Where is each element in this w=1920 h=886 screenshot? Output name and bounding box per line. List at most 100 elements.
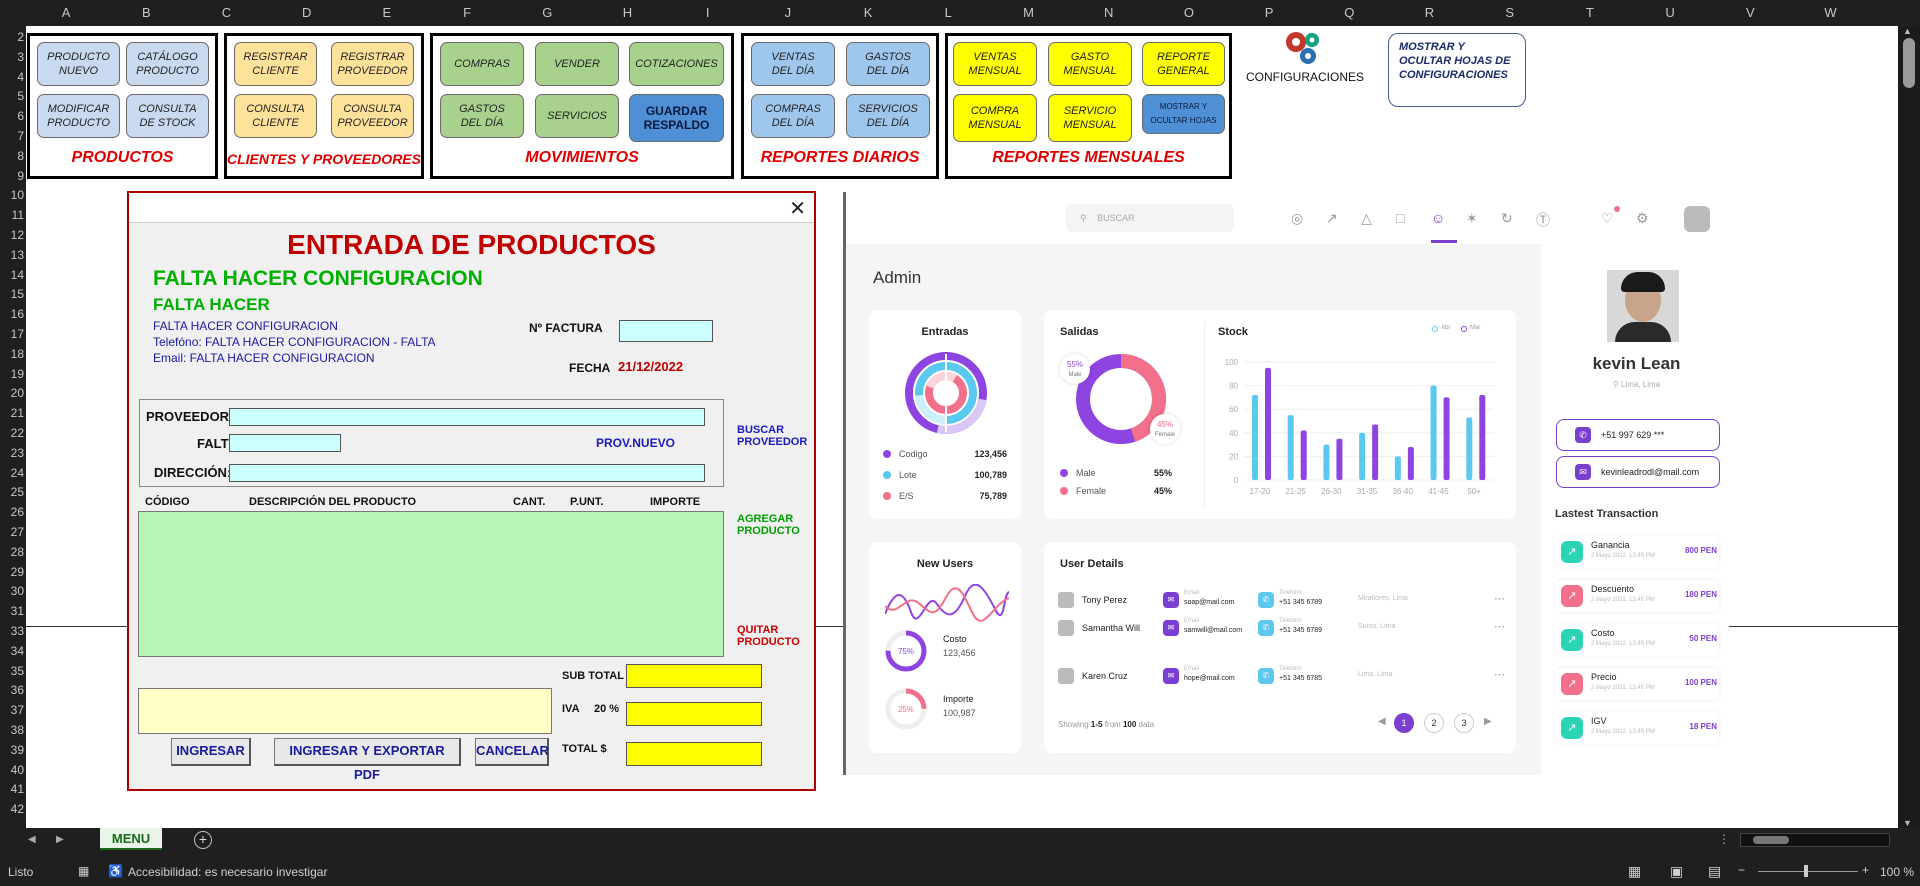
row-header[interactable]: 30 bbox=[10, 584, 24, 599]
more-icon[interactable]: ⋯ bbox=[1494, 593, 1505, 605]
user-row[interactable]: Samantha Will ✉ Email samwill@mail.com ✆… bbox=[1058, 618, 1508, 642]
row-header[interactable]: 7 bbox=[17, 129, 24, 143]
row-header[interactable]: 19 bbox=[10, 366, 24, 381]
add-sheet-icon[interactable]: + bbox=[194, 831, 212, 849]
row-header[interactable]: 35 bbox=[10, 663, 24, 678]
scroll-thumb[interactable] bbox=[1903, 38, 1915, 88]
zoom-in-icon[interactable]: + bbox=[1862, 863, 1870, 877]
vertical-scrollbar[interactable]: ▲ ▼ bbox=[1898, 26, 1920, 828]
zoom-slider-thumb[interactable] bbox=[1804, 865, 1808, 877]
cotizaciones-button[interactable]: COTIZACIONES bbox=[629, 42, 724, 86]
page-break-icon[interactable]: ▤ bbox=[1708, 863, 1722, 879]
row-header[interactable]: 41 bbox=[10, 782, 24, 797]
row-header[interactable]: 38 bbox=[10, 723, 24, 737]
iva-field[interactable] bbox=[626, 702, 762, 726]
settings-icon[interactable]: ⚙ bbox=[1636, 210, 1649, 226]
row-header[interactable]: 42 bbox=[10, 802, 24, 817]
row-header[interactable]: 34 bbox=[10, 643, 24, 658]
zoom-level[interactable]: 100 % bbox=[1880, 865, 1915, 879]
row-header[interactable]: 28 bbox=[10, 544, 24, 559]
column-header[interactable]: J bbox=[784, 5, 792, 20]
producto-nuevo-button[interactable]: PRODUCTO NUEVO bbox=[37, 42, 120, 86]
close-icon[interactable]: ✕ bbox=[789, 198, 806, 220]
column-header[interactable]: K bbox=[863, 5, 873, 20]
row-header[interactable]: 39 bbox=[10, 742, 24, 757]
macro-icon[interactable]: ▦ bbox=[78, 864, 90, 878]
ingresar-button[interactable]: INGRESAR bbox=[171, 738, 251, 766]
buscar-proveedor-button[interactable]: BUSCAR PROVEEDOR bbox=[737, 424, 808, 448]
column-header[interactable]: H bbox=[622, 5, 633, 20]
row-header[interactable]: 18 bbox=[10, 346, 24, 361]
row-header[interactable]: 15 bbox=[10, 287, 24, 302]
row-header[interactable]: 23 bbox=[10, 445, 24, 460]
cancelar-button[interactable]: CANCELAR bbox=[475, 738, 549, 766]
normal-view-icon[interactable]: ▦ bbox=[1628, 863, 1642, 879]
row-header[interactable]: 13 bbox=[10, 247, 24, 262]
gastos-del-dia-report-button[interactable]: GASTOS DEL DÍA bbox=[846, 42, 930, 86]
user-row[interactable]: Tony Perez ✉ Email soap@mail.com ✆ Telef… bbox=[1058, 590, 1508, 614]
subtotal-field[interactable] bbox=[626, 664, 762, 688]
quitar-producto-button[interactable]: QUITAR PRODUCTO bbox=[737, 624, 800, 648]
dollar-icon[interactable]: Ⓣ bbox=[1536, 212, 1550, 228]
transaction-item[interactable]: ↗ Costo 2 Mayo 2022, 13:45 PM 50 PEN bbox=[1555, 624, 1719, 656]
row-header[interactable]: 24 bbox=[10, 465, 24, 480]
bell-icon[interactable]: ♡ bbox=[1601, 210, 1614, 226]
consulta-stock-button[interactable]: CONSULTA DE STOCK bbox=[126, 94, 209, 138]
row-header[interactable]: 37 bbox=[10, 703, 24, 718]
horizontal-scrollbar[interactable] bbox=[1740, 833, 1890, 847]
row-header[interactable]: 5 bbox=[17, 89, 24, 104]
transaction-item[interactable]: ↗ Descuento 2 Mayo 2022, 13:45 PM 180 PEN bbox=[1555, 580, 1719, 612]
prev-sheet-icon[interactable]: ◀ bbox=[28, 834, 36, 845]
row-header[interactable]: 4 bbox=[17, 69, 24, 84]
more-options-icon[interactable]: ⋮ bbox=[1718, 832, 1730, 846]
mostrar-ocultar-config-button[interactable]: MOSTRAR Y OCULTAR HOJAS DE CONFIGURACION… bbox=[1388, 33, 1526, 107]
vender-button[interactable]: VENDER bbox=[535, 42, 619, 86]
servicio-mensual-button[interactable]: SERVICIO MENSUAL bbox=[1048, 94, 1132, 142]
ventas-mensual-button[interactable]: VENTAS MENSUAL bbox=[953, 42, 1037, 86]
gasto-mensual-button[interactable]: GASTO MENSUAL bbox=[1048, 42, 1132, 86]
factura-input[interactable] bbox=[619, 320, 713, 342]
registrar-cliente-button[interactable]: REGISTRAR CLIENTE bbox=[234, 42, 317, 86]
column-header[interactable]: U bbox=[1665, 5, 1675, 20]
accessibility-icon[interactable]: ♿ bbox=[108, 864, 123, 878]
row-header[interactable]: 21 bbox=[10, 406, 24, 421]
column-header[interactable]: N bbox=[1103, 5, 1114, 20]
modificar-producto-button[interactable]: MODIFICAR PRODUCTO bbox=[37, 94, 120, 138]
refresh-icon[interactable]: ↻ bbox=[1501, 210, 1513, 226]
agregar-producto-button[interactable]: AGREGAR PRODUCTO bbox=[737, 513, 800, 537]
scroll-up-icon[interactable]: ▲ bbox=[1903, 26, 1912, 36]
row-header[interactable]: 27 bbox=[10, 525, 24, 539]
network-icon[interactable]: △ bbox=[1361, 210, 1372, 226]
avatar[interactable] bbox=[1684, 206, 1710, 232]
consulta-cliente-button[interactable]: CONSULTA CLIENTE bbox=[234, 94, 317, 138]
direccion-input[interactable] bbox=[229, 464, 705, 482]
mostrar-ocultar-hojas-button[interactable]: MOSTRAR Y OCULTAR HOJAS bbox=[1142, 94, 1225, 134]
share-icon[interactable]: ✶ bbox=[1466, 210, 1478, 226]
productos-list[interactable] bbox=[138, 511, 724, 657]
row-header[interactable]: 14 bbox=[10, 267, 24, 282]
observaciones-area[interactable] bbox=[138, 688, 552, 734]
column-header[interactable]: Q bbox=[1344, 5, 1355, 20]
servicios-button[interactable]: SERVICIOS bbox=[535, 94, 619, 138]
document-icon[interactable]: □ bbox=[1396, 210, 1405, 226]
column-header[interactable]: F bbox=[463, 5, 472, 20]
transaction-item[interactable]: ↗ Precio 2 Mayo 2022, 13:45 PM 100 PEN bbox=[1555, 668, 1719, 700]
transaction-item[interactable]: ↗ Ganancia 2 Mayo 2022, 13:45 PM 800 PEN bbox=[1555, 536, 1719, 568]
ingresar-exportar-pdf-button[interactable]: INGRESAR Y EXPORTAR PDF bbox=[274, 738, 461, 782]
prov-nuevo-button[interactable]: PROV.NUEVO bbox=[596, 436, 675, 450]
sheet-tab-menu[interactable]: MENU bbox=[100, 828, 162, 850]
column-header[interactable]: E bbox=[382, 5, 392, 20]
row-header[interactable]: 11 bbox=[11, 208, 24, 223]
configuraciones-button[interactable]: CONFIGURACIONES bbox=[1246, 28, 1364, 84]
row-header[interactable]: 6 bbox=[17, 109, 24, 124]
column-header[interactable]: R bbox=[1424, 5, 1435, 20]
column-header[interactable]: W bbox=[1824, 5, 1837, 20]
hscroll-thumb[interactable] bbox=[1753, 836, 1789, 844]
column-header[interactable]: I bbox=[705, 5, 710, 20]
column-header[interactable]: G bbox=[542, 5, 553, 20]
guardar-respaldo-button[interactable]: GUARDAR RESPALDO bbox=[629, 94, 724, 142]
row-header[interactable]: 36 bbox=[10, 683, 24, 698]
profile-phone[interactable]: ✆ +51 997 629 *** bbox=[1556, 419, 1720, 451]
falt-input[interactable] bbox=[229, 434, 341, 452]
compras-button[interactable]: COMPRAS bbox=[440, 42, 524, 86]
